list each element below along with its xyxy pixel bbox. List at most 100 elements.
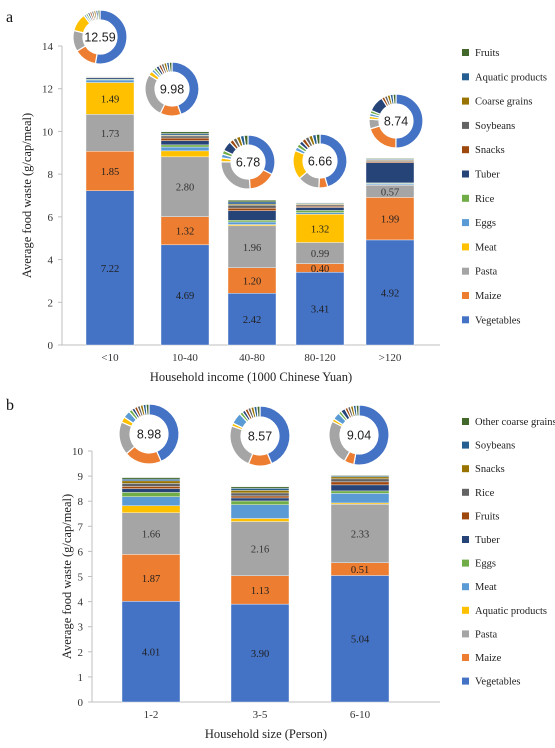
donut-total-label: 8.98 <box>137 428 161 442</box>
donut-total-label: 9.98 <box>160 83 184 97</box>
bar-segment-rice <box>227 220 277 223</box>
bar-segment-eggs <box>230 500 290 505</box>
bar-segment-maize <box>365 197 415 241</box>
donut-chart: 8.57 <box>229 405 291 467</box>
donut-slice-pasta <box>118 421 136 455</box>
donut-slice-meat <box>292 149 308 180</box>
y-axis-title: Average food waste (g/cap/meal) <box>60 494 74 659</box>
x-tick-label: 40-80 <box>239 352 265 364</box>
bar-segment-snacks <box>121 480 181 484</box>
bar-segment-other-coarse-grains <box>230 486 290 489</box>
bar-segment-fruits <box>330 481 390 486</box>
donut-slice-other-coarse-grains <box>256 405 261 418</box>
bar-segment-meat <box>121 496 181 506</box>
x-tick-label: 6-10 <box>350 709 371 721</box>
bar-value-label: 1.66 <box>142 530 160 541</box>
legend-swatch-fruits <box>462 512 469 520</box>
donut-slice-other-coarse-grains <box>355 404 360 417</box>
bar-segment-pasta <box>160 156 210 217</box>
bar-segment-rice <box>230 492 290 497</box>
donut-slice-fruits <box>315 133 321 145</box>
donut-slice-fruits <box>97 9 101 21</box>
bar-segment-eggs <box>121 492 181 497</box>
donut-chart: 12.59 <box>72 9 128 65</box>
bar-segment-tuber <box>365 162 415 184</box>
bar-segment-tuber <box>121 488 181 493</box>
y-tick-label: 10 <box>72 446 84 458</box>
legend-swatch-aquatic-products <box>462 606 469 614</box>
legend-label: Aquatic products <box>475 606 547 617</box>
legend-swatch-soybeans <box>462 121 469 129</box>
legend-label: Pasta <box>475 629 498 640</box>
donut-chart: 8.98 <box>118 403 180 465</box>
bar-segment-fruits <box>365 158 415 160</box>
bar-segment-vegetables <box>230 603 290 703</box>
bar-segment-vegetables <box>227 293 277 346</box>
legend-swatch-maize <box>462 654 469 661</box>
legend-label: Tuber <box>475 170 500 181</box>
legend-label: Maize <box>475 291 502 302</box>
y-axis-title: Average food waste (g/cap/meal) <box>20 113 34 278</box>
bar-segment-fruits <box>160 131 210 134</box>
bar-segment-fruits <box>230 495 290 499</box>
legend-label: Fruits <box>475 511 500 522</box>
bar-segment-soybeans <box>121 478 181 482</box>
legend-swatch-other-coarse-grains <box>462 418 469 425</box>
y-tick-label: 12 <box>42 84 53 96</box>
y-tick-label: 2 <box>48 297 54 309</box>
donut-slice-fruits <box>243 134 249 146</box>
y-tick-label: 3 <box>78 622 84 634</box>
bar-segment-meat <box>160 150 210 158</box>
bar-value-label: 4.01 <box>142 648 160 659</box>
bar-value-label: 1.87 <box>142 574 160 585</box>
x-tick-label: 80-120 <box>304 352 336 364</box>
legend-swatch-eggs <box>462 559 469 567</box>
legend-swatch-eggs <box>462 219 469 227</box>
bar-segment-snacks <box>330 476 390 480</box>
bar-segment-meat <box>85 82 135 115</box>
legend-swatch-fruits <box>462 49 469 56</box>
bar-value-label: 3.41 <box>311 305 329 316</box>
legend-swatch-meat <box>462 583 469 591</box>
donut-slice-fruits <box>392 93 397 105</box>
legend-swatch-rice <box>462 194 469 202</box>
bar-segment-eggs <box>85 79 135 83</box>
y-tick-label: 6 <box>48 212 54 224</box>
bar-segment-aquatic-products <box>230 518 290 522</box>
legend-label: Fruits <box>475 48 500 59</box>
bar-segment-aquatic-products <box>227 201 277 205</box>
bar-segment-eggs <box>330 490 390 494</box>
bar-segment-pasta <box>227 225 277 268</box>
bar-segment-aquatic-products <box>160 133 210 136</box>
bar-segment-maize <box>85 151 135 192</box>
bar-value-label: 3.90 <box>251 649 269 660</box>
y-tick-label: 9 <box>78 471 84 483</box>
bar-value-label: 0.99 <box>311 249 329 260</box>
bar-segment-snacks <box>227 207 277 211</box>
bar-value-label: 1.13 <box>251 586 269 597</box>
y-tick-label: 5 <box>78 572 84 584</box>
bar-value-label: 1.96 <box>243 243 261 254</box>
bar-segment-other-coarse-grains <box>121 477 181 480</box>
legend-swatch-tuber <box>462 536 469 543</box>
bar-segment-tuber <box>295 207 345 211</box>
bar-segment-maize <box>121 554 181 602</box>
donut-slice-fruits <box>168 61 173 73</box>
donut-slice-maize <box>248 168 273 190</box>
legend-label: Maize <box>475 653 502 664</box>
legend-swatch-pasta <box>462 630 469 638</box>
bar-segment-eggs <box>295 212 345 215</box>
bar-value-label: 2.42 <box>243 315 261 326</box>
donut-chart: 6.78 <box>220 134 276 190</box>
bar-segment-tuber <box>330 484 390 492</box>
bar-segment-other-coarse-grains <box>330 474 390 477</box>
legend-label: Rice <box>475 194 495 205</box>
bar-value-label: 1.32 <box>176 227 194 238</box>
legend-swatch-tuber <box>462 170 469 178</box>
bar-value-label: 1.20 <box>243 277 261 288</box>
bar-segment-eggs <box>160 146 210 152</box>
legend-label: Snacks <box>475 464 505 475</box>
legend-label: Tuber <box>475 535 500 546</box>
bar-segment-soybeans <box>230 488 290 491</box>
